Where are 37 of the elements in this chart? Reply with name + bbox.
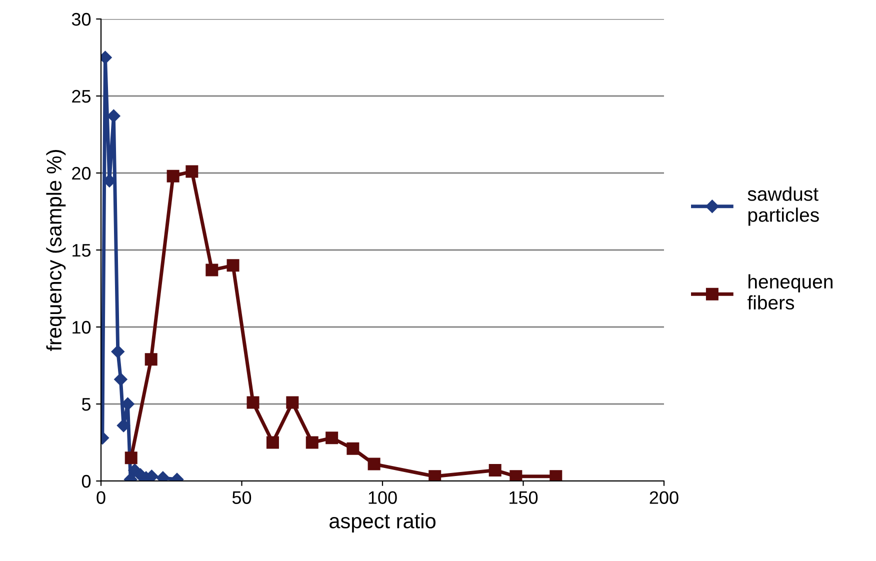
x-tick-label: 0: [96, 491, 106, 504]
x-tick-label: 200: [650, 491, 678, 504]
point: [186, 165, 198, 178]
point: [306, 436, 318, 449]
x-tick-label: 50: [232, 491, 252, 504]
point: [206, 264, 218, 276]
y-tick-label: 10: [72, 320, 91, 334]
point: [226, 259, 240, 272]
y-tick-label: 30: [72, 12, 91, 26]
point: [368, 458, 380, 470]
point: [510, 470, 522, 481]
point: [166, 170, 180, 182]
y-tick-label: 15: [72, 244, 91, 257]
y-tick-label: 20: [72, 166, 91, 180]
legend-label: sawdust particles: [748, 186, 819, 226]
point: [124, 452, 138, 464]
y-tick-label: 0: [82, 474, 91, 488]
legend-label: henequen fibers: [747, 274, 832, 310]
point: [111, 345, 124, 358]
x-tick-label: 150: [510, 491, 538, 504]
point: [144, 353, 158, 366]
point: [488, 464, 502, 476]
point: [246, 396, 260, 409]
point: [428, 470, 442, 481]
point: [114, 372, 128, 386]
y-tick-label: 25: [72, 90, 91, 103]
point: [550, 470, 562, 481]
y-axis-title: frequency (sample %): [46, 150, 66, 352]
x-tick-label: 100: [368, 491, 397, 504]
point: [107, 109, 120, 123]
point: [346, 442, 360, 455]
point: [286, 396, 299, 409]
point: [266, 436, 279, 449]
point: [116, 418, 130, 432]
point: [326, 432, 338, 444]
y-tick-label: 5: [82, 398, 91, 411]
x-axis-title: aspect ratio: [330, 513, 436, 533]
